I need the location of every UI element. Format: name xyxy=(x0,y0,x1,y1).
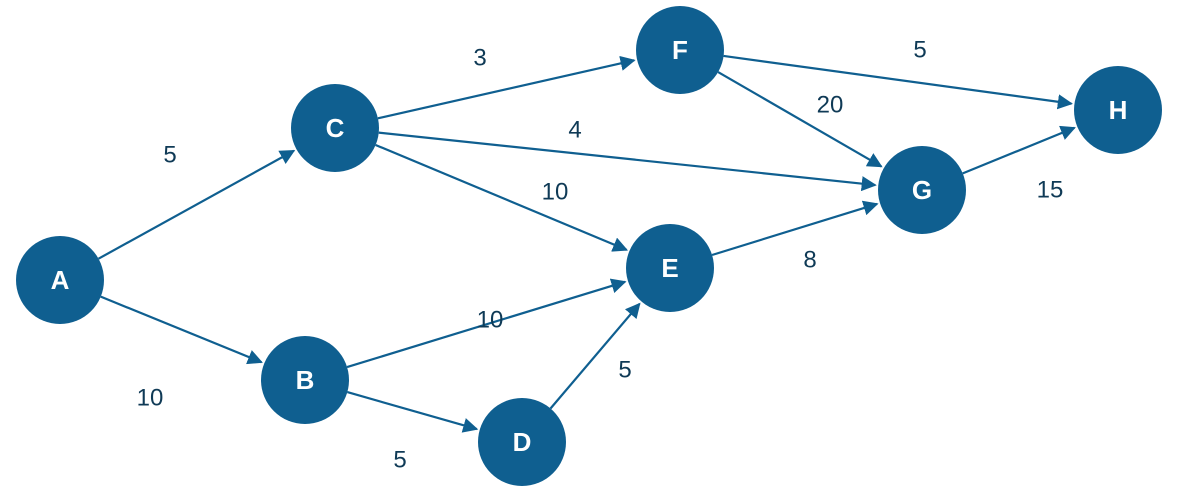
edge-weight-F-H: 5 xyxy=(913,37,926,64)
node-label-C: C xyxy=(326,113,345,143)
edge-weight-B-D: 5 xyxy=(393,447,406,474)
edge-weight-F-G: 20 xyxy=(817,92,844,119)
node-label-B: B xyxy=(296,365,315,395)
edge-weight-C-G: 4 xyxy=(568,117,581,144)
edge-G-H xyxy=(963,128,1075,174)
nodes-group: A B C D E F G H xyxy=(16,6,1162,486)
edge-weight-C-F: 3 xyxy=(473,45,486,72)
edge-weight-A-B: 10 xyxy=(137,385,164,412)
edge-weight-C-E: 10 xyxy=(542,179,569,206)
edge-weight-E-G: 8 xyxy=(803,247,816,274)
node-label-G: G xyxy=(912,175,932,205)
edge-C-E xyxy=(376,145,627,250)
edge-F-H xyxy=(724,56,1072,104)
edge-A-B xyxy=(101,297,262,363)
node-label-E: E xyxy=(661,253,678,283)
edge-F-G xyxy=(718,72,881,166)
edges-group: 5 10 5 10 3 4 10 5 8 20 5 15 xyxy=(99,37,1075,474)
node-label-F: F xyxy=(672,35,688,65)
edge-C-F xyxy=(378,60,634,118)
graph-canvas: 5 10 5 10 3 4 10 5 8 20 5 15 A B C D E F G H xyxy=(0,0,1204,500)
edge-weight-A-C: 5 xyxy=(163,142,176,169)
edge-A-C xyxy=(99,151,294,259)
edge-weight-B-E: 10 xyxy=(477,307,504,334)
edge-B-D xyxy=(347,392,477,429)
edge-E-G xyxy=(712,204,877,255)
node-label-H: H xyxy=(1109,95,1128,125)
node-label-A: A xyxy=(51,265,70,295)
edge-weight-G-H: 15 xyxy=(1037,177,1064,204)
edge-weight-D-E: 5 xyxy=(618,357,631,384)
node-label-D: D xyxy=(513,427,532,457)
